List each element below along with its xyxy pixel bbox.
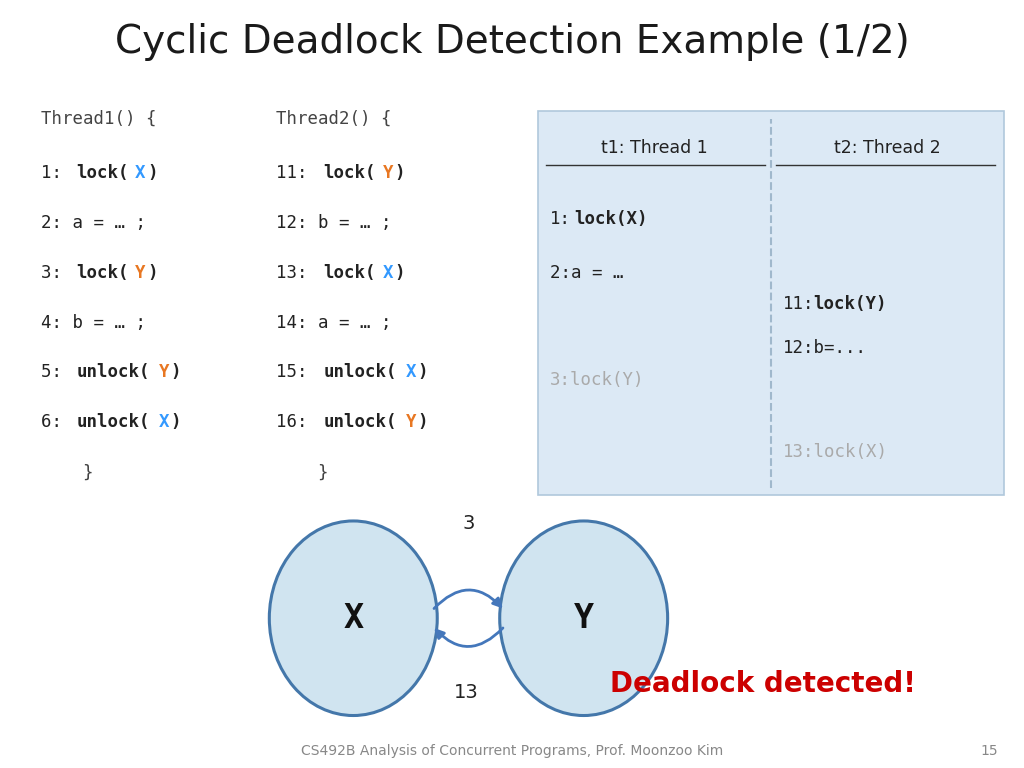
Text: 16:: 16: bbox=[276, 413, 318, 432]
Text: 12:b=...: 12:b=... bbox=[783, 339, 867, 357]
Text: 15: 15 bbox=[981, 744, 998, 758]
Text: 3:lock(Y): 3:lock(Y) bbox=[550, 371, 644, 389]
Text: Cyclic Deadlock Detection Example (1/2): Cyclic Deadlock Detection Example (1/2) bbox=[115, 23, 909, 61]
Text: t1: Thread 1: t1: Thread 1 bbox=[601, 139, 708, 157]
Text: Y: Y bbox=[383, 164, 393, 182]
Text: CS492B Analysis of Concurrent Programs, Prof. Moonzoo Kim: CS492B Analysis of Concurrent Programs, … bbox=[301, 744, 723, 758]
Text: Y: Y bbox=[159, 363, 169, 382]
Text: lock(: lock( bbox=[324, 263, 376, 282]
Text: }: } bbox=[276, 463, 329, 482]
Text: ): ) bbox=[394, 164, 404, 182]
Text: 1:: 1: bbox=[550, 210, 571, 228]
Ellipse shape bbox=[269, 521, 437, 716]
Text: 3: 3 bbox=[463, 515, 475, 533]
Text: Thread1() {: Thread1() { bbox=[41, 110, 157, 128]
Text: 6:: 6: bbox=[41, 413, 73, 432]
Ellipse shape bbox=[500, 521, 668, 716]
Text: 13:: 13: bbox=[276, 263, 318, 282]
Text: unlock(: unlock( bbox=[324, 413, 397, 432]
Text: 13:lock(X): 13:lock(X) bbox=[783, 443, 888, 462]
Text: ): ) bbox=[418, 363, 428, 382]
Text: ): ) bbox=[147, 263, 158, 282]
Text: 2: a = … ;: 2: a = … ; bbox=[41, 214, 146, 232]
Text: lock(: lock( bbox=[77, 263, 129, 282]
Text: X: X bbox=[135, 164, 145, 182]
Text: X: X bbox=[343, 602, 364, 634]
Text: Thread2() {: Thread2() { bbox=[276, 110, 392, 128]
Text: X: X bbox=[406, 363, 417, 382]
Text: ): ) bbox=[147, 164, 158, 182]
Text: X: X bbox=[383, 263, 393, 282]
Text: lock(: lock( bbox=[324, 164, 376, 182]
Text: X: X bbox=[159, 413, 169, 432]
Text: ): ) bbox=[418, 413, 428, 432]
Text: ): ) bbox=[394, 263, 404, 282]
Text: Y: Y bbox=[135, 263, 145, 282]
Text: 11:: 11: bbox=[276, 164, 318, 182]
Text: Deadlock detected!: Deadlock detected! bbox=[610, 670, 915, 697]
Text: 11:: 11: bbox=[783, 296, 814, 313]
Text: 1:: 1: bbox=[41, 164, 73, 182]
Text: 12: b = … ;: 12: b = … ; bbox=[276, 214, 392, 232]
Text: lock(X): lock(X) bbox=[574, 210, 648, 228]
Text: lock(: lock( bbox=[77, 164, 129, 182]
FancyBboxPatch shape bbox=[538, 111, 1004, 495]
Text: 2:a = …: 2:a = … bbox=[550, 264, 624, 282]
Text: Y: Y bbox=[406, 413, 417, 432]
Text: 5:: 5: bbox=[41, 363, 73, 382]
Text: unlock(: unlock( bbox=[324, 363, 397, 382]
Text: 3:: 3: bbox=[41, 263, 73, 282]
Text: }: } bbox=[41, 463, 93, 482]
Text: 15:: 15: bbox=[276, 363, 318, 382]
Text: unlock(: unlock( bbox=[77, 413, 150, 432]
Text: 13: 13 bbox=[454, 684, 478, 702]
Text: 4: b = … ;: 4: b = … ; bbox=[41, 313, 146, 332]
Text: ): ) bbox=[171, 363, 181, 382]
Text: unlock(: unlock( bbox=[77, 363, 150, 382]
Text: t2: Thread 2: t2: Thread 2 bbox=[834, 139, 940, 157]
Text: ): ) bbox=[171, 413, 181, 432]
Text: lock(Y): lock(Y) bbox=[814, 296, 887, 313]
Text: 14: a = … ;: 14: a = … ; bbox=[276, 313, 392, 332]
Text: Y: Y bbox=[573, 602, 594, 634]
